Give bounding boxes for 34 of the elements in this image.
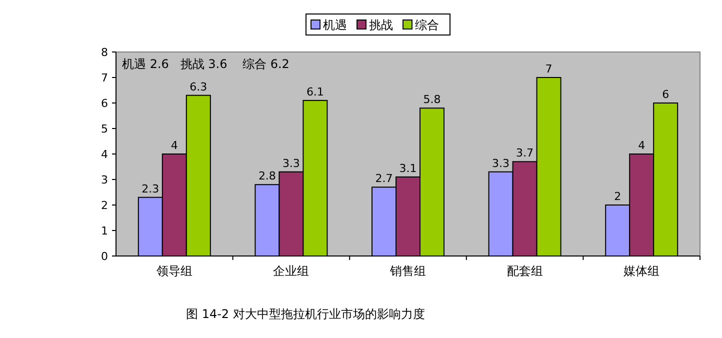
data-label: 3.1 [399,162,417,175]
y-tick-label: 5 [101,122,108,136]
data-label: 2 [614,190,622,203]
x-tick-label: 企业组 [273,264,310,278]
y-tick-label: 0 [101,250,108,263]
data-label: 2.7 [375,172,393,186]
data-label: 5.8 [423,93,441,106]
x-tick-label: 领导组 [156,264,192,278]
data-label: 4 [170,139,178,152]
y-tick-label: 4 [101,148,108,161]
data-label: 4 [638,139,646,152]
legend-label: 挑战 [369,18,393,32]
y-tick-label: 3 [101,174,108,186]
data-label: 7 [545,62,552,76]
legend-label: 机遇 [323,18,347,32]
y-tick-label: 2 [101,199,108,212]
x-tick-label: 销售组 [389,264,426,278]
text: 图 14-2 对大中型拖拉机行业市场的影响力度 [186,307,425,321]
data-label: 6 [662,88,670,101]
annotation: 机遇 2.6 挑战 3.6 综合 6.2 [122,57,290,71]
y-tick-label: 1 [101,224,108,238]
legend-label: 综合 [415,18,439,32]
y-tick-label: 8 [101,46,108,59]
data-label: 3.3 [492,156,510,170]
x-tick-label: 配套组 [506,264,543,278]
data-label: 2.3 [142,182,160,196]
data-label: 3.7 [516,146,534,160]
data-label: 6.1 [306,85,324,98]
y-tick-label: 7 [101,72,108,84]
y-tick-label: 6 [101,97,108,110]
data-label: 6.3 [190,80,208,94]
x-tick-label: 媒体组 [624,264,660,278]
data-label: 3.3 [282,156,300,170]
data-label: 2.8 [258,170,276,183]
